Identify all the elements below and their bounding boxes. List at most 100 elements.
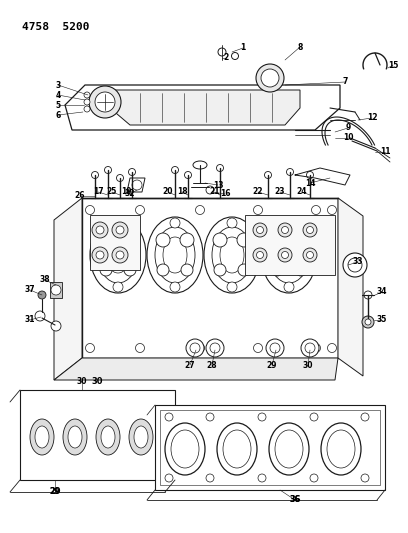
- Text: 37: 37: [25, 286, 35, 295]
- Text: 11: 11: [380, 148, 390, 157]
- Ellipse shape: [147, 217, 203, 293]
- Circle shape: [310, 413, 318, 421]
- Circle shape: [206, 474, 214, 482]
- Circle shape: [282, 227, 288, 233]
- Circle shape: [190, 343, 200, 353]
- Circle shape: [170, 282, 180, 292]
- Text: 23: 23: [275, 188, 285, 197]
- Text: 4758  5200: 4758 5200: [22, 22, 89, 32]
- Ellipse shape: [134, 426, 148, 448]
- Circle shape: [104, 166, 111, 174]
- Circle shape: [282, 252, 288, 259]
- Ellipse shape: [321, 423, 361, 475]
- Circle shape: [195, 206, 204, 214]
- Text: 32: 32: [125, 190, 135, 198]
- Circle shape: [157, 264, 169, 276]
- Ellipse shape: [155, 227, 195, 283]
- Text: 24: 24: [297, 188, 307, 197]
- Text: 6: 6: [55, 110, 61, 119]
- Circle shape: [217, 165, 224, 172]
- Polygon shape: [110, 90, 300, 125]
- Circle shape: [84, 106, 90, 112]
- Circle shape: [227, 218, 237, 228]
- Text: 1: 1: [240, 44, 246, 52]
- Text: 8: 8: [297, 43, 303, 52]
- Polygon shape: [50, 282, 62, 298]
- Ellipse shape: [90, 217, 146, 293]
- Ellipse shape: [30, 419, 54, 455]
- Text: 36: 36: [290, 496, 300, 505]
- Circle shape: [186, 339, 204, 357]
- Bar: [82, 198, 338, 358]
- Polygon shape: [54, 198, 82, 380]
- Text: 7: 7: [342, 77, 348, 86]
- Circle shape: [295, 264, 307, 276]
- Circle shape: [361, 474, 369, 482]
- Circle shape: [84, 92, 90, 98]
- Circle shape: [284, 282, 294, 292]
- Circle shape: [92, 247, 108, 263]
- Circle shape: [258, 474, 266, 482]
- Circle shape: [227, 282, 237, 292]
- Ellipse shape: [223, 430, 251, 468]
- Circle shape: [96, 251, 104, 259]
- Text: 10: 10: [343, 133, 353, 142]
- Circle shape: [270, 233, 284, 247]
- Circle shape: [35, 311, 45, 321]
- Circle shape: [124, 264, 136, 276]
- Circle shape: [238, 264, 250, 276]
- Circle shape: [361, 413, 369, 421]
- Ellipse shape: [269, 423, 309, 475]
- Circle shape: [89, 86, 121, 118]
- Text: 18: 18: [177, 188, 187, 197]
- Circle shape: [343, 253, 367, 277]
- Circle shape: [301, 339, 319, 357]
- Circle shape: [132, 180, 142, 190]
- Circle shape: [95, 92, 115, 112]
- Circle shape: [257, 227, 264, 233]
- Circle shape: [165, 474, 173, 482]
- Text: 30: 30: [303, 360, 313, 369]
- Circle shape: [306, 227, 313, 233]
- Ellipse shape: [217, 423, 257, 475]
- Circle shape: [100, 264, 112, 276]
- Circle shape: [86, 343, 95, 352]
- Text: 14: 14: [305, 179, 315, 188]
- Bar: [160, 410, 380, 485]
- Text: 5: 5: [55, 101, 60, 109]
- Circle shape: [206, 339, 224, 357]
- Text: 30: 30: [77, 377, 87, 386]
- Circle shape: [99, 233, 113, 247]
- Bar: [155, 405, 385, 490]
- Text: 29: 29: [267, 360, 277, 369]
- Ellipse shape: [220, 237, 244, 273]
- Circle shape: [271, 264, 283, 276]
- Circle shape: [266, 339, 284, 357]
- Circle shape: [206, 413, 214, 421]
- Circle shape: [181, 264, 193, 276]
- Circle shape: [362, 316, 374, 328]
- Circle shape: [51, 285, 61, 295]
- Circle shape: [112, 222, 128, 238]
- Text: 38: 38: [40, 276, 50, 285]
- Circle shape: [231, 52, 239, 60]
- Text: 29: 29: [49, 488, 61, 497]
- Ellipse shape: [129, 419, 153, 455]
- Circle shape: [38, 291, 46, 299]
- Circle shape: [278, 223, 292, 237]
- Circle shape: [170, 218, 180, 228]
- Circle shape: [213, 233, 227, 247]
- Text: 26: 26: [75, 191, 85, 200]
- Circle shape: [253, 248, 267, 262]
- Circle shape: [311, 343, 321, 352]
- Text: 4: 4: [55, 91, 61, 100]
- Circle shape: [129, 168, 135, 175]
- Circle shape: [117, 174, 124, 182]
- Circle shape: [116, 251, 124, 259]
- Text: 13: 13: [213, 181, 223, 190]
- Circle shape: [171, 166, 179, 174]
- Text: 30: 30: [91, 377, 103, 386]
- Text: 2: 2: [223, 53, 228, 62]
- Text: 29: 29: [50, 488, 60, 497]
- Text: 27: 27: [185, 360, 195, 369]
